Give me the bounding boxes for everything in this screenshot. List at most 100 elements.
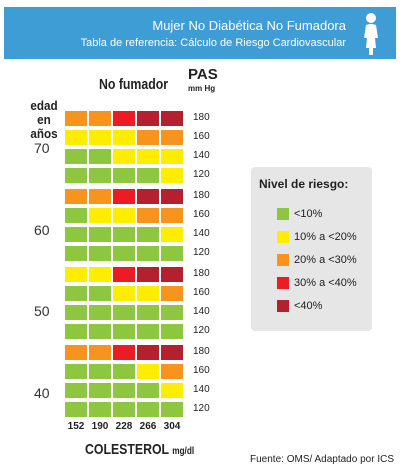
sbp-tick-label: 160: [193, 131, 210, 142]
cholesterol-tick-label: 266: [139, 421, 157, 432]
risk-cell: [137, 227, 159, 242]
risk-cell: [161, 383, 183, 398]
sbp-tick-label: 120: [193, 247, 210, 258]
age-axis-label: edad en años: [30, 98, 58, 141]
source-note: Fuente: OMS/ Adaptado por ICS: [250, 454, 394, 465]
legend-swatch: [277, 231, 289, 243]
cholesterol-tick-label: 304: [163, 421, 181, 432]
sbp-tick-label: 180: [193, 346, 210, 357]
risk-cell: [89, 267, 111, 282]
risk-cell: [113, 364, 135, 379]
age-label: 70: [34, 140, 50, 156]
legend-label: <10%: [294, 208, 323, 220]
sbp-tick-label: 140: [193, 384, 210, 395]
risk-cell: [137, 286, 159, 301]
risk-cell: [89, 364, 111, 379]
risk-cell: [113, 189, 135, 204]
risk-cell: [137, 208, 159, 223]
risk-cell: [161, 267, 183, 282]
sbp-tick-label: 160: [193, 365, 210, 376]
risk-cell: [65, 168, 87, 183]
x-axis-unit: mg/dl: [172, 446, 195, 457]
risk-cell: [65, 402, 87, 417]
risk-cell: [89, 345, 111, 360]
age-label: 40: [34, 385, 50, 401]
risk-cell: [161, 364, 183, 379]
risk-cell: [113, 305, 135, 320]
sbp-tick-label: 140: [193, 306, 210, 317]
legend-swatch: [277, 208, 289, 220]
risk-cell: [65, 286, 87, 301]
risk-cell: [113, 208, 135, 223]
risk-cell: [161, 227, 183, 242]
risk-cell: [89, 168, 111, 183]
risk-cell: [89, 402, 111, 417]
risk-cell: [89, 305, 111, 320]
risk-cell: [65, 267, 87, 282]
risk-cell: [137, 345, 159, 360]
risk-cell: [137, 111, 159, 126]
sbp-tick-label: 180: [193, 190, 210, 201]
risk-cell: [161, 189, 183, 204]
sbp-tick-label: 180: [193, 268, 210, 279]
risk-cell: [65, 130, 87, 145]
risk-cell: [137, 402, 159, 417]
legend-swatch: [277, 277, 289, 289]
risk-cell: [113, 267, 135, 282]
risk-cell: [137, 305, 159, 320]
risk-cell: [65, 189, 87, 204]
sbp-tick-label: 120: [193, 325, 210, 336]
risk-cell: [137, 364, 159, 379]
risk-cell: [161, 111, 183, 126]
risk-cell: [137, 168, 159, 183]
woman-icon: [364, 13, 378, 55]
sbp-tick-label: 160: [193, 287, 210, 298]
sbp-tick-label: 140: [193, 150, 210, 161]
risk-cell: [65, 149, 87, 164]
risk-cell: [161, 130, 183, 145]
age-label: 50: [34, 303, 50, 319]
sbp-axis-unit: mm Hg: [188, 84, 216, 93]
risk-cell: [89, 227, 111, 242]
risk-cell: [65, 345, 87, 360]
legend-label: <40%: [294, 300, 323, 312]
risk-cell: [89, 111, 111, 126]
risk-cell: [65, 305, 87, 320]
header-subtitle: Tabla de referencia: Cálculo de Riesgo C…: [80, 37, 346, 49]
risk-cell: [65, 208, 87, 223]
risk-cell: [113, 345, 135, 360]
risk-cell: [161, 286, 183, 301]
risk-cell: [161, 345, 183, 360]
chart-title: No fumador: [99, 76, 169, 93]
risk-cell: [113, 286, 135, 301]
risk-cell: [89, 383, 111, 398]
risk-cell: [65, 111, 87, 126]
risk-cell: [65, 364, 87, 379]
risk-cell: [113, 227, 135, 242]
risk-cell: [89, 246, 111, 261]
risk-cell: [65, 246, 87, 261]
age-label: 60: [34, 222, 50, 238]
risk-cell: [137, 383, 159, 398]
risk-cell: [113, 168, 135, 183]
legend-swatch: [277, 300, 289, 312]
legend-label: 20% a <30%: [294, 254, 357, 266]
legend-label: 10% a <20%: [294, 231, 357, 243]
risk-cell: [137, 149, 159, 164]
header-banner: Mujer No Diabética No Fumadora Tabla de …: [4, 7, 396, 59]
risk-cell: [65, 383, 87, 398]
sbp-tick-label: 140: [193, 228, 210, 239]
risk-cell: [137, 246, 159, 261]
cholesterol-tick-label: 190: [91, 421, 109, 432]
risk-cell: [113, 130, 135, 145]
risk-cell: [89, 324, 111, 339]
risk-cell: [113, 402, 135, 417]
risk-cell: [113, 111, 135, 126]
legend: Nivel de riesgo: <10% 10% a <20% 20% a <30…: [251, 167, 372, 331]
sbp-tick-label: 160: [193, 209, 210, 220]
risk-cell: [113, 324, 135, 339]
risk-cell: [89, 149, 111, 164]
x-axis-title: COLESTEROL: [85, 441, 169, 458]
risk-cell: [113, 149, 135, 164]
risk-cell: [161, 324, 183, 339]
